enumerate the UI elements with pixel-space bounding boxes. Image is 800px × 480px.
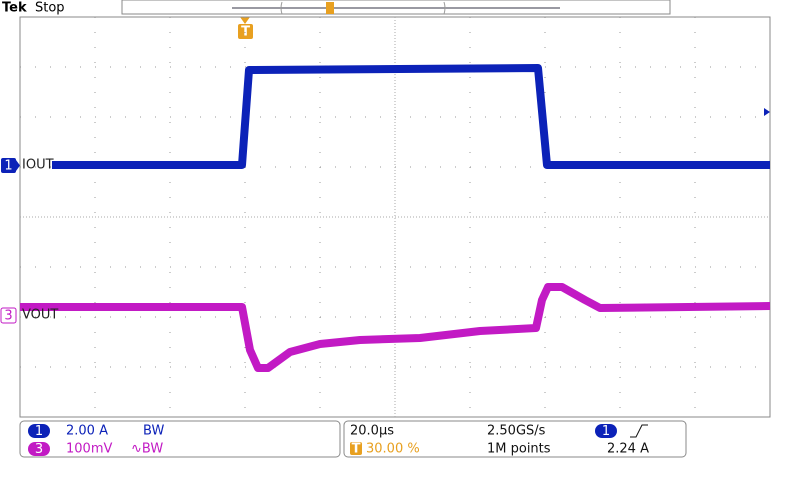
view-brackets xyxy=(280,1,446,15)
ch3-badge xyxy=(28,442,50,456)
record-length: 1M points xyxy=(487,442,551,457)
trigger-slope xyxy=(630,424,648,438)
ch1-badge-text: 1 xyxy=(35,424,43,439)
ch1-scale: 2.00 A xyxy=(66,424,108,439)
ch3-scale: 100mV xyxy=(66,442,112,457)
ch1-label: IOUT xyxy=(22,158,54,173)
vout-trace xyxy=(20,283,771,372)
ch1-arrow xyxy=(16,160,20,171)
position-marker: T xyxy=(352,442,361,457)
trigger-level: 2.24 A xyxy=(607,442,649,457)
ch1-marker-box xyxy=(1,158,16,173)
iout-trace xyxy=(52,64,770,169)
ch1-marker: 1 xyxy=(4,159,12,174)
ch3-marker: 3 xyxy=(4,309,12,324)
time-scale: 20.0μs xyxy=(350,424,394,439)
trigger-source-badge xyxy=(595,424,617,438)
record-trigger xyxy=(326,2,334,14)
trigger-marker-box xyxy=(238,24,253,39)
status: Stop xyxy=(35,1,65,16)
trigger-source: 1 xyxy=(602,424,610,439)
channel-panel xyxy=(19,420,341,458)
brand: Tek xyxy=(2,1,27,16)
ch1-badge xyxy=(28,424,50,438)
ch3-bandwidth: ∿BW xyxy=(131,442,163,457)
ch3-badge-text: 3 xyxy=(35,442,43,457)
sample-rate: 2.50GS/s xyxy=(487,424,546,439)
trigger-level-arrow xyxy=(764,108,770,116)
ch1-bandwidth: BW xyxy=(143,424,164,439)
position: 30.00 % xyxy=(366,442,420,457)
trigger-marker: T xyxy=(241,25,250,40)
record-bar xyxy=(121,0,671,15)
position-marker-box xyxy=(350,442,362,455)
ch3-label: VOUT xyxy=(22,308,58,323)
trigger-arrow xyxy=(240,17,250,24)
ch3-marker-box xyxy=(0,307,17,324)
